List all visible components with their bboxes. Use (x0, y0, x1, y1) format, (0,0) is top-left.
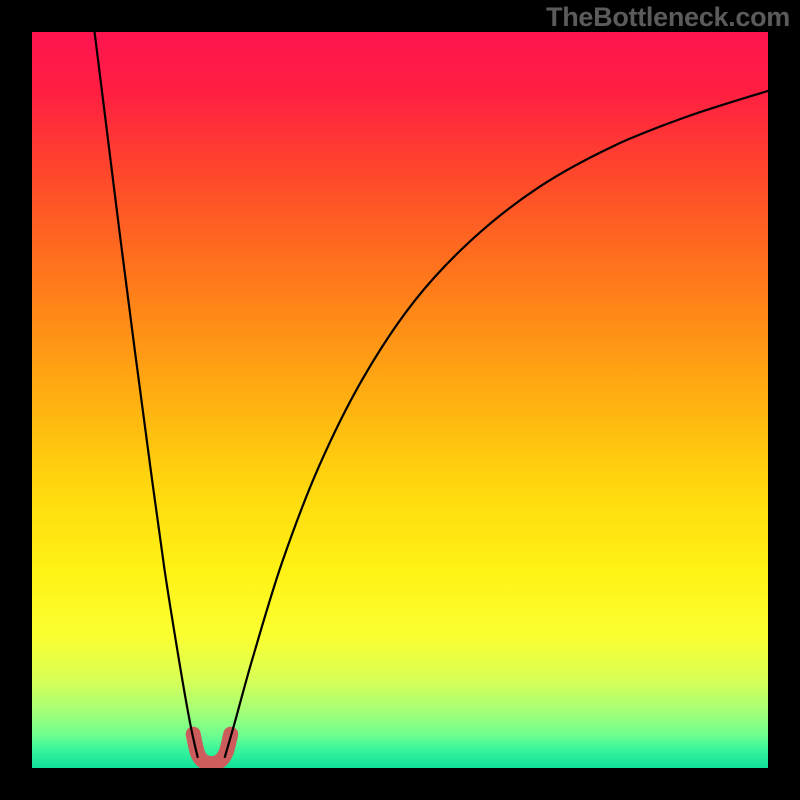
plot-canvas (32, 32, 768, 768)
watermark-text: TheBottleneck.com (546, 2, 790, 33)
